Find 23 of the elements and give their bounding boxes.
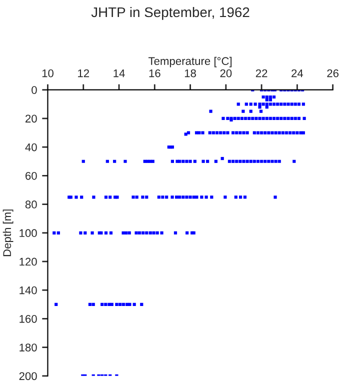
y-tick-label: 180 <box>20 344 37 352</box>
x-tick-label: 22 <box>256 69 268 78</box>
y-tick-label: 100 <box>20 229 37 238</box>
y-tick-label: 60 <box>26 172 37 180</box>
y-tick-label: 200 <box>19 372 37 380</box>
x-tick-label: 26 <box>327 69 339 78</box>
x-tick-label: 20 <box>220 69 232 78</box>
x-tick-label: 10 <box>42 69 54 78</box>
y-tick-label: 0 <box>32 86 37 94</box>
x-tick-label: 24 <box>292 69 304 78</box>
x-axis-title: Temperature [°C] <box>148 56 232 68</box>
chart-title: JHTP in September, 1962 <box>91 6 250 20</box>
y-tick-label: 140 <box>20 286 37 294</box>
y-tick-label: 120 <box>20 258 37 266</box>
y-tick-label: 160 <box>20 314 37 323</box>
y-axis-title: Depth [m] <box>2 210 14 256</box>
y-tick-label: 20 <box>26 114 37 123</box>
x-tick-label: 12 <box>78 69 89 78</box>
x-tick-label: 18 <box>184 69 196 78</box>
x-tick-label: 14 <box>114 69 125 78</box>
y-tick-label: 80 <box>25 200 37 208</box>
x-tick-label: 16 <box>149 69 160 78</box>
y-tick-label: 40 <box>25 143 37 152</box>
